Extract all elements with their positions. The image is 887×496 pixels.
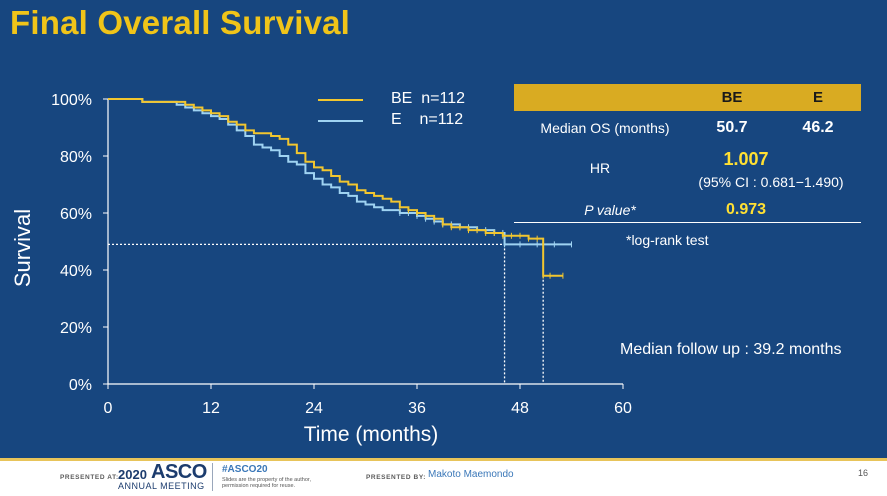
- copyright-notice: Slides are the property of the author, p…: [222, 477, 311, 489]
- legend-n-e: n=112: [419, 111, 464, 128]
- x-tick-label: 12: [202, 400, 220, 417]
- footnote: *log-rank test: [626, 232, 709, 248]
- p-value: 0.973: [725, 201, 767, 218]
- y-tick-label: 20%: [60, 320, 92, 337]
- asco-logo: ASCO: [151, 461, 207, 483]
- legend-name-e: E: [391, 111, 402, 128]
- footer: PRESENTED AT: 2020 ASCO ANNUAL MEETING #…: [0, 458, 887, 496]
- x-tick-label: 60: [614, 400, 632, 417]
- survival-chart: 0% 20% 40% 60% 80% 100% 0 12 24 36 48 60 Survival T…: [10, 92, 632, 446]
- presenter-name: Makoto Maemondo: [428, 469, 514, 480]
- y-axis-label: Survival: [10, 209, 35, 287]
- y-tick-label: 0%: [69, 377, 92, 394]
- y-tick-label: 60%: [60, 206, 92, 223]
- legend-line-be: [318, 99, 363, 101]
- x-tick-label: 24: [305, 400, 323, 417]
- x-axis-label: Time (months): [304, 423, 439, 446]
- asco-logo-subtitle: ANNUAL MEETING: [118, 481, 205, 491]
- p-value-label: P value*: [560, 202, 660, 218]
- header-be: BE: [721, 89, 743, 106]
- legend-name-be: BE: [391, 90, 413, 107]
- median-os-e: 46.2: [802, 119, 834, 136]
- y-tick-label: 100%: [51, 92, 92, 109]
- p-value-label-text: P value*: [584, 202, 636, 218]
- y-tick-label: 80%: [60, 149, 92, 166]
- hr-value: 1.007: [723, 149, 769, 169]
- legend-line-e: [318, 120, 363, 122]
- presented-by-label: PRESENTED BY:: [366, 474, 427, 481]
- legend-label-e: E n=112: [391, 111, 463, 129]
- asco-logo-year: 2020: [118, 467, 147, 482]
- median-os-be: 50.7: [716, 119, 748, 136]
- presented-at-label: PRESENTED AT:: [60, 474, 119, 481]
- median-follow-up: Median follow up : 39.2 months: [620, 341, 842, 358]
- x-tick-label: 48: [511, 400, 529, 417]
- hashtag: #ASCO20: [222, 464, 268, 475]
- header-e: E: [812, 89, 823, 106]
- hr-ci: (95% CI : 0.681−1.490): [698, 174, 844, 190]
- y-tick-label: 40%: [60, 263, 92, 280]
- stats-table-rule: [514, 222, 861, 223]
- x-tick-label: 36: [408, 400, 426, 417]
- footer-divider: [212, 463, 213, 491]
- legend-n-be: n=112: [421, 90, 465, 107]
- median-os-label: Median OS (months): [540, 120, 670, 136]
- footer-rule: [0, 458, 887, 461]
- page-number: 16: [858, 468, 869, 478]
- legend-label-be: BE n=112: [391, 90, 465, 108]
- hr-label: HR: [589, 160, 611, 176]
- x-tick-label: 0: [104, 400, 113, 417]
- slide-title: Final Overall Survival: [10, 4, 351, 41]
- stats-table-header: BE E: [514, 84, 861, 111]
- slide-body: Final Overall Survival 0% 20% 40% 60% 80% 100…: [0, 0, 887, 458]
